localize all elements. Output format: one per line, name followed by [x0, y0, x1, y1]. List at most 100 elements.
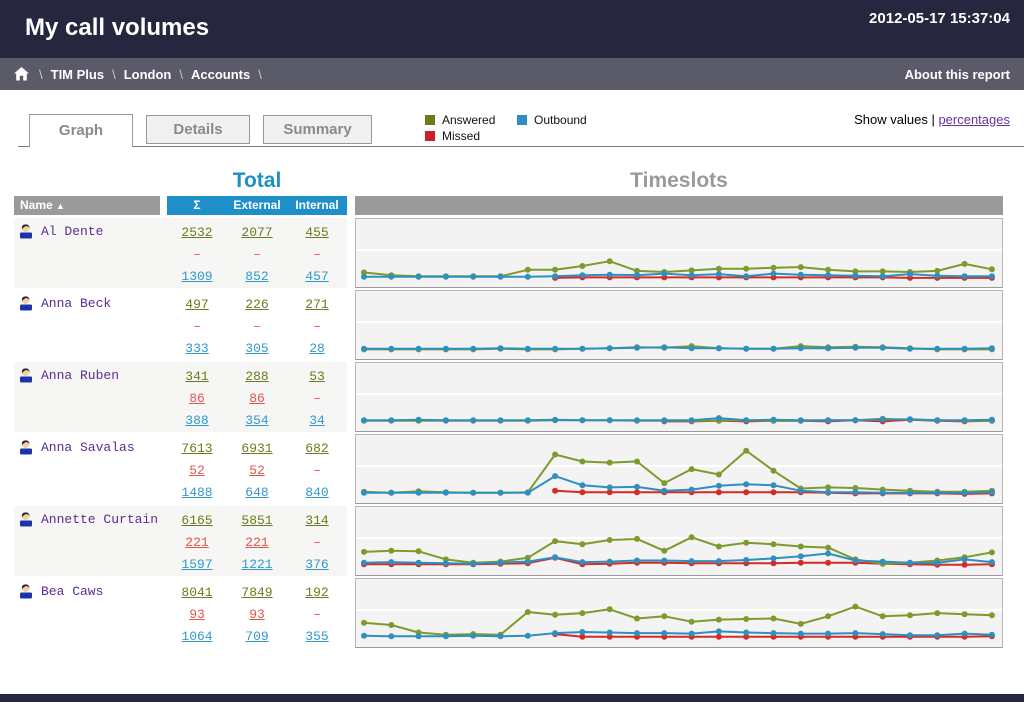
answered-value[interactable]: 192 — [305, 584, 329, 600]
answered-value[interactable]: 6931 — [241, 440, 273, 456]
home-icon[interactable] — [14, 67, 29, 81]
answered-value[interactable]: 7849 — [241, 584, 273, 600]
answered-value[interactable]: 2077 — [241, 224, 273, 240]
answered-value[interactable]: 341 — [185, 368, 209, 384]
answered-swatch-icon — [425, 115, 435, 125]
name-column-header[interactable]: Name ▲ — [14, 196, 160, 215]
person-avatar-icon — [20, 584, 32, 599]
missed-value[interactable]: 93 — [249, 606, 265, 622]
person-name-link[interactable]: Anna Savalas — [41, 440, 135, 455]
report-row: Anna Savalas 7613 6931 682 52 52 – 1488 648 840 — [0, 434, 1024, 506]
person-name-link[interactable]: Anna Ruben — [41, 368, 120, 383]
external-column-header[interactable]: External — [233, 198, 281, 212]
outbound-value[interactable]: 305 — [245, 340, 269, 356]
legend-item-outbound: Outbound — [517, 112, 587, 128]
missed-value[interactable]: 93 — [189, 606, 205, 622]
breadcrumb-item-tim-plus[interactable]: TIM Plus — [50, 66, 105, 82]
legend-item-missed: Missed — [425, 128, 517, 144]
outbound-values-row: 1064 709 355 — [167, 625, 347, 647]
answered-value[interactable]: 314 — [305, 512, 329, 528]
outbound-swatch-icon — [517, 115, 527, 125]
timeslots-chart — [355, 290, 1003, 360]
person-name-cell: Al Dente — [18, 223, 103, 239]
outbound-value[interactable]: 1309 — [181, 268, 213, 284]
answered-value[interactable]: 2532 — [181, 224, 213, 240]
answered-value[interactable]: 6165 — [181, 512, 213, 528]
missed-values-row: – – – — [167, 315, 347, 337]
answered-values-row: 341 288 53 — [167, 365, 347, 387]
breadcrumb-separator: \ — [39, 66, 43, 82]
answered-value[interactable]: 5851 — [241, 512, 273, 528]
answered-values-row: 6165 5851 314 — [167, 509, 347, 531]
totals-cell: 7613 6931 682 52 52 – 1488 648 840 — [167, 437, 347, 503]
missed-value[interactable]: 86 — [249, 390, 265, 406]
answered-value[interactable]: 226 — [245, 296, 269, 312]
missed-values-row: 221 221 – — [167, 531, 347, 553]
missed-value[interactable]: 86 — [189, 390, 205, 406]
tab-graph[interactable]: Graph — [29, 114, 133, 147]
outbound-value[interactable]: 354 — [245, 412, 269, 428]
internal-column-header[interactable]: Internal — [295, 198, 339, 212]
missed-value[interactable]: 52 — [189, 462, 205, 478]
answered-value[interactable]: 8041 — [181, 584, 213, 600]
tab-summary[interactable]: Summary — [263, 115, 372, 144]
person-name-link[interactable]: Annette Curtain — [41, 512, 159, 527]
sort-ascending-icon: ▲ — [56, 201, 65, 211]
about-this-report-link[interactable]: About this report — [904, 66, 1010, 82]
answered-value[interactable]: 288 — [245, 368, 269, 384]
missed-values-row: 86 86 – — [167, 387, 347, 409]
breadcrumb: \ TIM Plus \ London \ Accounts \ About t… — [0, 58, 1024, 90]
missed-values-row: 93 93 – — [167, 603, 347, 625]
legend-label: Outbound — [534, 113, 587, 127]
answered-value[interactable]: 271 — [305, 296, 329, 312]
outbound-value[interactable]: 1064 — [181, 628, 213, 644]
breadcrumb-item-london[interactable]: London — [123, 66, 172, 82]
tab-details[interactable]: Details — [146, 115, 250, 144]
sigma-column-header[interactable]: Σ — [193, 198, 201, 212]
outbound-value[interactable]: 28 — [309, 340, 325, 356]
outbound-value[interactable]: 333 — [185, 340, 209, 356]
outbound-value[interactable]: 852 — [245, 268, 269, 284]
timeslots-chart — [355, 506, 1003, 576]
totals-cell: 6165 5851 314 221 221 – 1597 1221 376 — [167, 509, 347, 575]
person-name-link[interactable]: Al Dente — [41, 224, 104, 239]
report-row: Anna Ruben 341 288 53 86 86 – 388 354 34 — [0, 362, 1024, 434]
timeslots-column-header — [355, 196, 1003, 215]
outbound-value[interactable]: 709 — [245, 628, 269, 644]
outbound-value[interactable]: 376 — [305, 556, 329, 572]
outbound-value[interactable]: 34 — [309, 412, 325, 428]
outbound-values-row: 1309 852 457 — [167, 265, 347, 287]
outbound-values-row: 388 354 34 — [167, 409, 347, 431]
breadcrumb-item-accounts[interactable]: Accounts — [190, 66, 251, 82]
missed-values-row: 52 52 – — [167, 459, 347, 481]
breadcrumb-separator: \ — [179, 66, 183, 82]
outbound-value[interactable]: 840 — [305, 484, 329, 500]
outbound-value[interactable]: 355 — [305, 628, 329, 644]
missed-value[interactable]: 221 — [185, 534, 209, 550]
tab-strip: Graph Details Summary Answered Outbound … — [0, 90, 1024, 147]
outbound-value[interactable]: 1221 — [241, 556, 273, 572]
outbound-values-row: 1488 648 840 — [167, 481, 347, 503]
report-row: Al Dente 2532 2077 455 – – – 1309 852 457 — [0, 218, 1024, 290]
answered-value[interactable]: 53 — [309, 368, 325, 384]
answered-value[interactable]: 682 — [305, 440, 329, 456]
answered-value[interactable]: 455 — [305, 224, 329, 240]
outbound-value[interactable]: 1597 — [181, 556, 213, 572]
missed-value: – — [313, 534, 321, 550]
person-name-link[interactable]: Anna Beck — [41, 296, 112, 311]
outbound-value[interactable]: 457 — [305, 268, 329, 284]
missed-value[interactable]: 221 — [245, 534, 269, 550]
outbound-value[interactable]: 388 — [185, 412, 209, 428]
missed-value[interactable]: 52 — [249, 462, 265, 478]
missed-values-row: – – – — [167, 243, 347, 265]
person-name-link[interactable]: Bea Caws — [41, 584, 104, 599]
percentages-link[interactable]: percentages — [938, 112, 1010, 127]
answered-value[interactable]: 7613 — [181, 440, 213, 456]
answered-value[interactable]: 497 — [185, 296, 209, 312]
person-name-cell: Anna Ruben — [18, 367, 119, 383]
answered-values-row: 2532 2077 455 — [167, 221, 347, 243]
outbound-value[interactable]: 648 — [245, 484, 269, 500]
missed-value: – — [313, 606, 321, 622]
outbound-value[interactable]: 1488 — [181, 484, 213, 500]
